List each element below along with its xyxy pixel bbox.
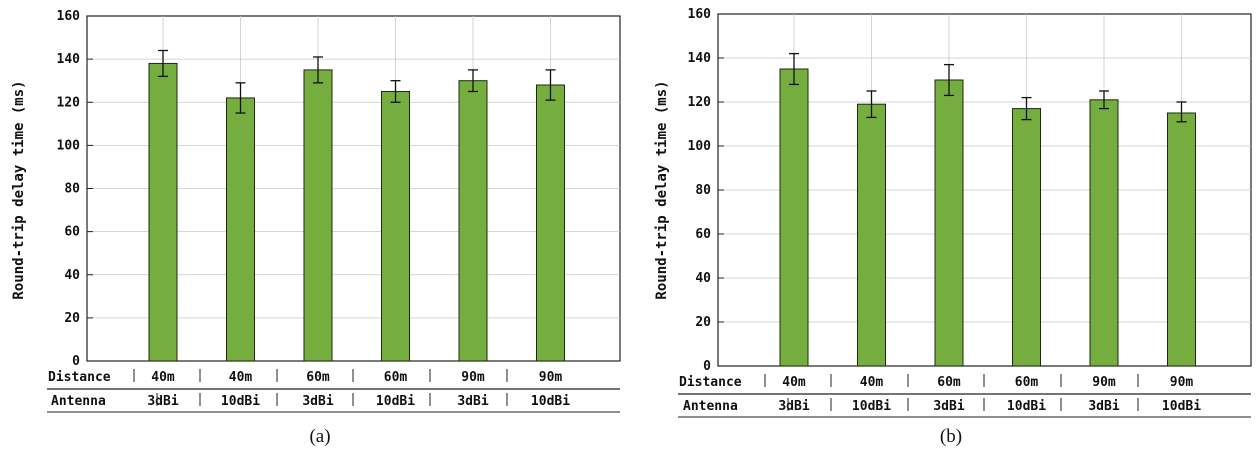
- x-category-label: 10dBi: [1007, 399, 1046, 414]
- bar: [148, 62, 178, 362]
- y-tick-label: 100: [688, 139, 712, 154]
- y-tick-label: 120: [57, 95, 81, 110]
- bar: [857, 103, 886, 367]
- x-category-label: 90m: [1092, 375, 1116, 390]
- y-tick-label: 140: [57, 52, 81, 67]
- y-tick-label: 120: [688, 95, 712, 110]
- x-category-label: 10dBi: [1162, 399, 1201, 414]
- x-category-label: 3dBi: [1088, 399, 1119, 414]
- bar: [458, 80, 488, 362]
- chart-panel-b: 0 20 40 60 80 100 120 140 160 Round-trip delay ti…: [654, 7, 1252, 447]
- x-category-label: 40m: [860, 375, 884, 390]
- x-category-label: 3dBi: [933, 399, 964, 414]
- bar: [1089, 99, 1119, 367]
- x-category-label: 3dBi: [147, 394, 178, 409]
- row-label: Antenna: [683, 399, 738, 414]
- x-category-label: 40m: [151, 370, 175, 385]
- x-category-label: 3dBi: [457, 394, 488, 409]
- x-category-label: 40m: [229, 370, 253, 385]
- x-category-label: 90m: [539, 370, 563, 385]
- bar: [381, 90, 410, 362]
- row-label: Antenna: [51, 394, 106, 409]
- x-category-label: 10dBi: [531, 394, 570, 409]
- bar: [934, 79, 964, 367]
- x-category-label: 40m: [782, 375, 806, 390]
- x-category-label: 10dBi: [376, 394, 415, 409]
- bar: [779, 68, 809, 367]
- bar: [536, 84, 565, 362]
- y-tick-label: 80: [64, 182, 80, 197]
- y-axis-label: Round-trip delay time (ms): [654, 80, 670, 299]
- y-tick-label: 40: [695, 271, 711, 286]
- x-category-label: 60m: [384, 370, 408, 385]
- y-tick-label: 0: [72, 354, 80, 369]
- bar: [303, 69, 333, 362]
- y-tick-label: 0: [703, 359, 711, 374]
- y-tick-label: 100: [57, 138, 81, 153]
- row-label: Distance: [48, 370, 111, 385]
- figure-caption: (b): [940, 426, 962, 447]
- x-category-label: 90m: [461, 370, 485, 385]
- x-category-label: 60m: [306, 370, 330, 385]
- row-label: Distance: [679, 375, 742, 390]
- y-axis-label: Round-trip delay time (ms): [11, 80, 27, 299]
- y-tick-label: 160: [57, 9, 81, 24]
- y-tick-label: 60: [695, 227, 711, 242]
- x-category-label: 60m: [937, 375, 961, 390]
- y-tick-label: 160: [688, 7, 712, 22]
- y-tick-label: 20: [64, 311, 80, 326]
- y-tick-label: 80: [695, 183, 711, 198]
- bar: [226, 97, 255, 362]
- x-category-label: 60m: [1015, 375, 1039, 390]
- bar: [1167, 112, 1196, 367]
- y-tick-label: 140: [688, 51, 712, 66]
- figure-caption: (a): [309, 426, 330, 447]
- bar: [1012, 108, 1041, 367]
- x-category-label: 3dBi: [778, 399, 809, 414]
- x-category-label: 90m: [1170, 375, 1194, 390]
- chart-panel-a: 0 20 40 60 80 100 120 140 160 Round-trip delay ti…: [11, 9, 621, 447]
- y-tick-label: 60: [64, 225, 80, 240]
- x-category-label: 10dBi: [221, 394, 260, 409]
- x-category-label: 10dBi: [852, 399, 891, 414]
- x-category-label: 3dBi: [302, 394, 333, 409]
- y-tick-label: 40: [64, 268, 80, 283]
- y-tick-label: 20: [695, 315, 711, 330]
